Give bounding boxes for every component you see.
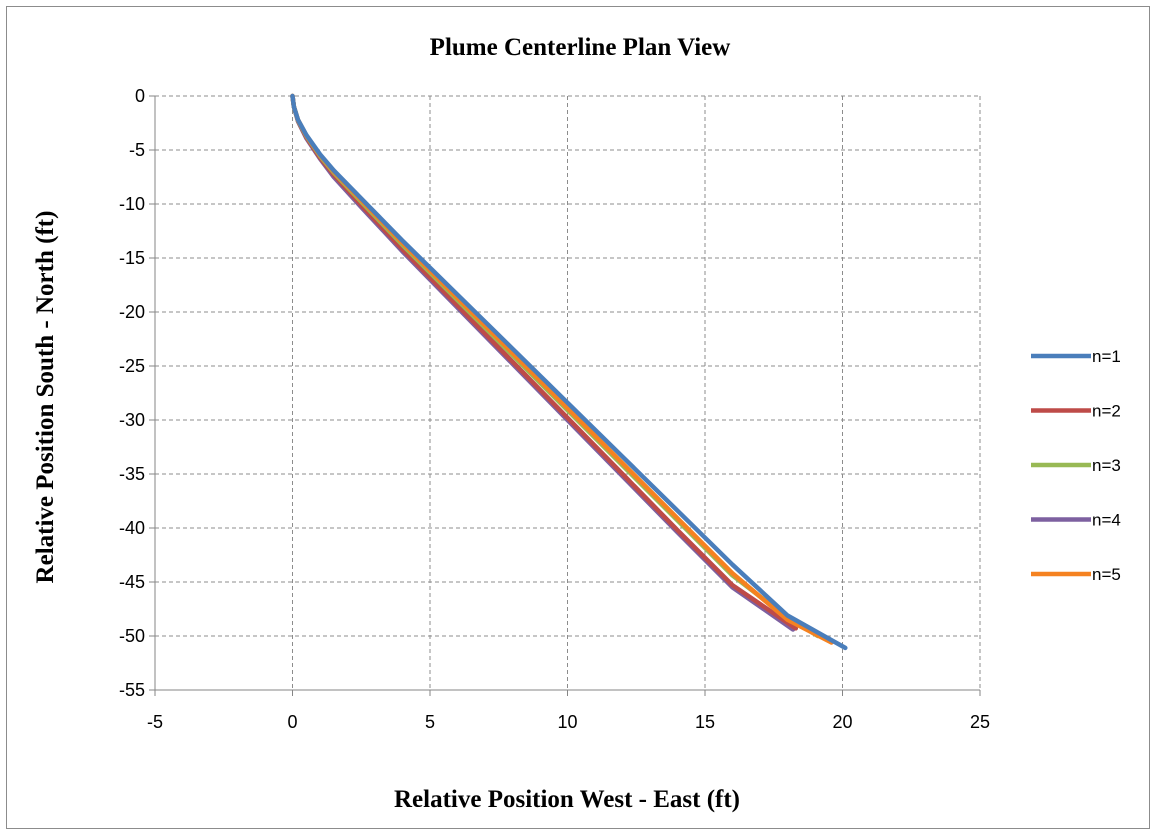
series-line-n5 (290, 93, 834, 645)
legend-label: n=1 (1092, 347, 1121, 366)
legend-label: n=3 (1092, 456, 1121, 475)
x-tick-label: 20 (832, 712, 852, 732)
x-tick-label: 0 (287, 712, 297, 732)
y-tick-label: -55 (119, 680, 145, 700)
chart-title: Plume Centerline Plan View (430, 34, 731, 61)
plume-centerline-chart: Plume Centerline Plan View -5 0 5 10 15 20 250… (32, 34, 1121, 813)
y-tick-label: -25 (119, 356, 145, 376)
legend-label: n=2 (1092, 402, 1121, 421)
y-tick-label: -45 (119, 572, 145, 592)
chart-area: Plume Centerline Plan View -5 0 5 10 15 20 25 0… (6, 6, 1150, 829)
series-line-n2 (290, 93, 799, 631)
legend: n=1 n=2 n=3 n=4 n=5 (1031, 347, 1121, 584)
series-line-n1 (290, 93, 848, 651)
y-tick-label: -20 (119, 302, 145, 322)
x-tick-label: 10 (557, 712, 577, 732)
x-tick-label: 15 (695, 712, 715, 732)
x-axis-title: Relative Position West - East (ft) (394, 786, 740, 813)
x-tick-label: 25 (970, 712, 990, 732)
y-tick-label: -15 (119, 248, 145, 268)
plot-series (290, 93, 848, 651)
y-tick-label: 0 (135, 86, 145, 106)
axes: -5 0 5 10 15 20 250-5-10-15-20-25-30-35-40-45-… (119, 86, 990, 732)
legend-label: n=4 (1092, 511, 1121, 530)
x-tick-label: -5 (147, 712, 163, 732)
y-tick-label: -50 (119, 626, 145, 646)
y-tick-label: -10 (119, 194, 145, 214)
y-tick-label: -35 (119, 464, 145, 484)
legend-label: n=5 (1092, 565, 1121, 584)
y-axis-title: Relative Position South - North (ft) (32, 211, 59, 584)
y-tick-label: -5 (129, 140, 145, 160)
x-tick-label: 5 (425, 712, 435, 732)
y-tick-label: -30 (119, 410, 145, 430)
y-tick-label: -40 (119, 518, 145, 538)
gridlines (155, 95, 981, 690)
